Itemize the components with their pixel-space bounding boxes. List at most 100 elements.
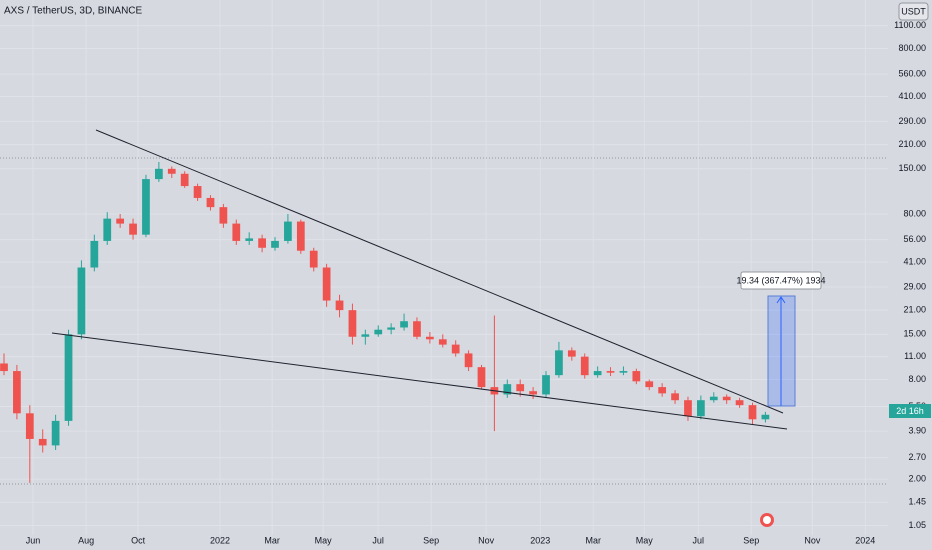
- x-tick-label: Sep: [423, 535, 439, 545]
- candle-body: [374, 329, 383, 335]
- y-tick-label: 2.00: [908, 474, 926, 484]
- candle-body: [542, 375, 550, 395]
- candle-body: [309, 250, 318, 268]
- y-tick-label: 410.00: [898, 91, 926, 101]
- grid: [0, 0, 888, 535]
- y-tick-label: 41.00: [903, 256, 926, 266]
- x-tick-label: Aug: [78, 535, 94, 545]
- candle-body: [451, 344, 460, 354]
- candle-body: [438, 339, 447, 345]
- x-tick-label: 2022: [210, 535, 230, 545]
- candle-body: [77, 267, 86, 335]
- currency-button[interactable]: [898, 2, 929, 21]
- candle-body: [503, 384, 512, 395]
- candle-body: [64, 334, 73, 421]
- measure-arrow-head: [776, 296, 786, 304]
- candle-body: [116, 218, 125, 224]
- candle-body: [387, 327, 396, 330]
- candle-body: [529, 391, 537, 395]
- candle-body: [748, 405, 757, 420]
- candle-body: [154, 168, 163, 180]
- y-tick-label: 560.00: [898, 68, 926, 78]
- candle-body: [516, 384, 525, 392]
- price-axis: [888, 0, 932, 550]
- x-tick-label: 2024: [855, 535, 875, 545]
- y-tick-label: 1100.00: [894, 20, 926, 30]
- y-tick-label: 80.00: [903, 208, 926, 218]
- x-tick-label: Jul: [372, 535, 384, 545]
- x-tick-label: Nov: [478, 535, 495, 545]
- candle-body: [722, 396, 731, 401]
- candle-body: [761, 414, 770, 420]
- x-tick-label: Nov: [804, 535, 821, 545]
- candle-body: [632, 371, 641, 382]
- y-tick-label: 21.00: [903, 305, 926, 315]
- x-tick-label: Mar: [264, 535, 280, 545]
- candle-body: [51, 420, 60, 446]
- currency-label[interactable]: USDT: [901, 6, 926, 16]
- candle-body: [180, 173, 189, 187]
- candle-body: [25, 413, 34, 439]
- y-tick-label: 15.00: [903, 329, 926, 339]
- upper-trendline: [95, 129, 784, 414]
- candle-body: [271, 240, 279, 248]
- candle-body: [593, 371, 602, 376]
- candle-body: [567, 350, 576, 357]
- candle-body: [477, 367, 486, 388]
- candle-body: [671, 393, 679, 401]
- candles: [0, 161, 770, 483]
- candle-body: [606, 371, 615, 373]
- y-tick-label: 2.70: [908, 452, 926, 462]
- candle-body: [400, 321, 408, 328]
- y-tick-label: 800.00: [898, 43, 926, 53]
- candle-body: [709, 396, 718, 401]
- candle-body: [348, 310, 357, 337]
- candle-body: [38, 438, 47, 446]
- y-tick-label: 210.00: [898, 139, 926, 149]
- candle-body: [361, 334, 370, 337]
- candle-body: [425, 336, 434, 340]
- x-tick-label: Oct: [131, 535, 146, 545]
- x-tick-label: Jul: [693, 535, 705, 545]
- countdown-box: [889, 404, 931, 418]
- y-tick-label: 11.00: [904, 351, 926, 361]
- candle-body: [284, 221, 292, 241]
- candle-body: [580, 356, 589, 376]
- y-tick-label: 290.00: [898, 116, 926, 126]
- candle-body: [658, 387, 667, 394]
- candle-body: [103, 218, 112, 241]
- candle-body: [142, 179, 150, 235]
- candle-body: [464, 353, 473, 368]
- candle-body: [697, 400, 705, 417]
- candle-body: [245, 238, 254, 241]
- candle-body: [193, 186, 202, 198]
- lower-trendline: [51, 332, 788, 430]
- x-tick-label: Jun: [26, 535, 41, 545]
- candle-body: [90, 240, 99, 268]
- candle-body: [219, 207, 228, 224]
- y-tick-label: 8.00: [908, 374, 926, 384]
- chart-title: AXS / TetherUS, 3D, BINANCE: [4, 6, 143, 17]
- y-tick-label: 29.00: [903, 281, 926, 291]
- x-tick-label: Sep: [743, 535, 759, 545]
- countdown: 2d 16h: [896, 406, 924, 416]
- candle-body: [129, 223, 137, 235]
- candle-body: [0, 363, 8, 372]
- candle-body: [296, 221, 305, 251]
- y-tick-label: 3.90: [908, 426, 926, 436]
- y-tick-label: 150.00: [898, 163, 926, 173]
- candle-body: [206, 197, 215, 208]
- y-tick-label: 1.45: [908, 497, 926, 507]
- candle-body: [13, 371, 21, 414]
- candle-body: [555, 350, 563, 376]
- y-tick-label: 1.05: [908, 520, 926, 530]
- candle-body: [167, 168, 176, 174]
- candle-body: [645, 381, 654, 388]
- measure-label-box: [740, 271, 822, 290]
- y-tick-label: 56.00: [903, 234, 926, 244]
- event-icon-inner[interactable]: [763, 516, 771, 524]
- measure-label: 19.34 (367.47%) 1934: [736, 275, 825, 285]
- candle-body: [258, 238, 266, 248]
- candle-body: [735, 400, 744, 406]
